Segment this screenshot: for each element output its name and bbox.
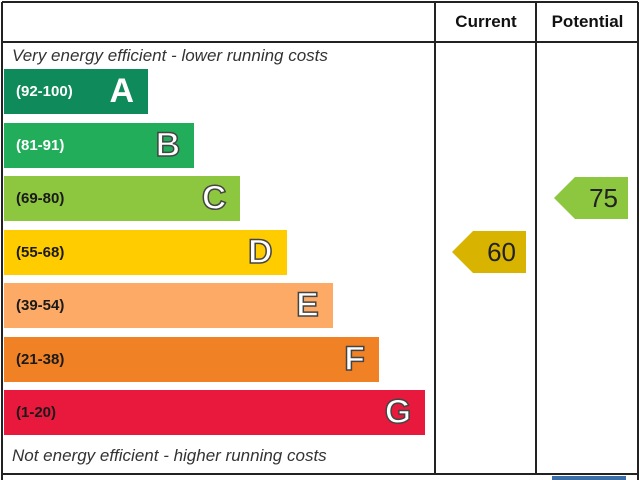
- band-letter: C: [201, 178, 227, 218]
- band-f: (21-38) F: [4, 336, 379, 382]
- band-d: (55-68) D: [4, 229, 287, 275]
- band-letter: E: [295, 285, 319, 325]
- band-letter: G: [384, 392, 412, 432]
- band-b: (81-91) B: [4, 122, 195, 168]
- current-arrow-shape: [452, 230, 526, 273]
- band-range-label: (39-54): [16, 297, 65, 314]
- band-letter: D: [247, 232, 273, 272]
- current-rating-arrow: 60: [452, 230, 526, 273]
- current-rating-value: 60: [487, 236, 516, 267]
- band-e: (39-54) E: [4, 283, 333, 328]
- band-range-label: (81-91): [16, 136, 65, 154]
- band-letter: F: [343, 339, 365, 379]
- band-range-label: (21-38): [16, 350, 65, 368]
- top-caption: Very energy efficient - lower running co…: [12, 46, 328, 65]
- band-letter: A: [109, 72, 134, 110]
- band-a: (92-100) A: [4, 69, 148, 114]
- potential-rating-value: 75: [589, 183, 618, 213]
- potential-column-header: Potential: [551, 12, 624, 31]
- band-range-label: (55-68): [16, 243, 65, 261]
- potential-rating-arrow: 75: [554, 177, 628, 219]
- bottom-caption: Not energy efficient - higher running co…: [12, 446, 327, 465]
- band-letter: B: [155, 125, 181, 165]
- band-range-label: (69-80): [16, 190, 65, 207]
- band-c: (69-80) C: [4, 176, 241, 221]
- band-range-label: (92-100): [16, 83, 73, 100]
- current-column-header: Current: [455, 12, 517, 31]
- band-g: (1-20) G: [4, 390, 426, 435]
- band-range-label: (1-20): [16, 404, 57, 421]
- potential-arrow-shape: [554, 177, 628, 219]
